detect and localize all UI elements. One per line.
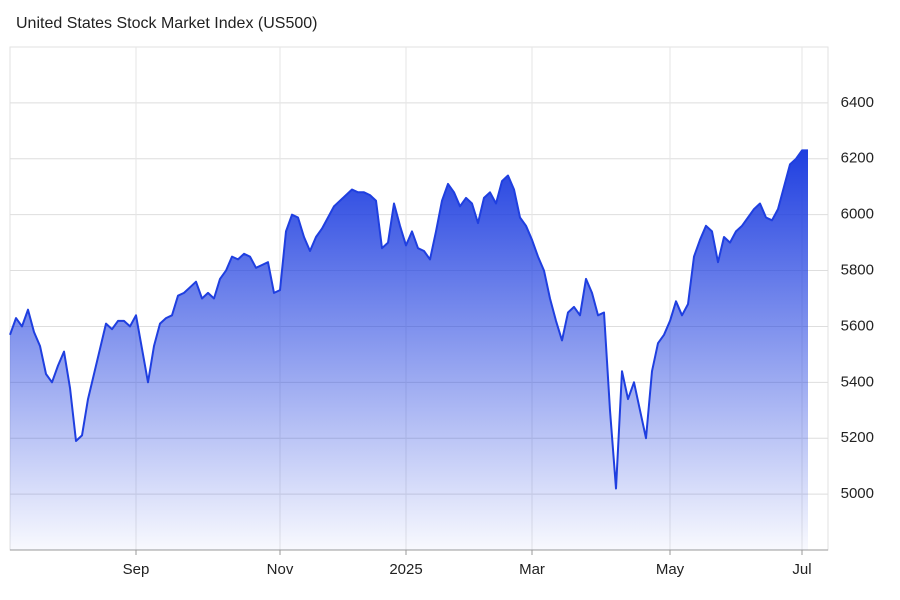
- line: [9, 149, 808, 490]
- area-fill: [10, 150, 808, 550]
- y-tick-label: 6400: [841, 94, 874, 111]
- x-tick-label: Sep: [123, 561, 150, 578]
- y-tick-label: 6200: [841, 150, 874, 167]
- chart-title: United States Stock Market Index (US500): [16, 15, 317, 32]
- y-tick-label: 6000: [841, 206, 874, 223]
- x-tick-label: 2025: [389, 561, 422, 578]
- y-tick-label: 5000: [841, 485, 874, 502]
- x-tick-label: Jul: [792, 561, 811, 578]
- x-tick-label: Nov: [267, 561, 294, 578]
- y-tick-label: 5600: [841, 317, 874, 334]
- y-tick-label: 5400: [841, 373, 874, 390]
- x-tick-label: May: [656, 561, 685, 578]
- x-tick-label: Mar: [519, 561, 545, 578]
- y-tick-label: 5800: [841, 262, 874, 279]
- y-tick-label: 5200: [841, 429, 874, 446]
